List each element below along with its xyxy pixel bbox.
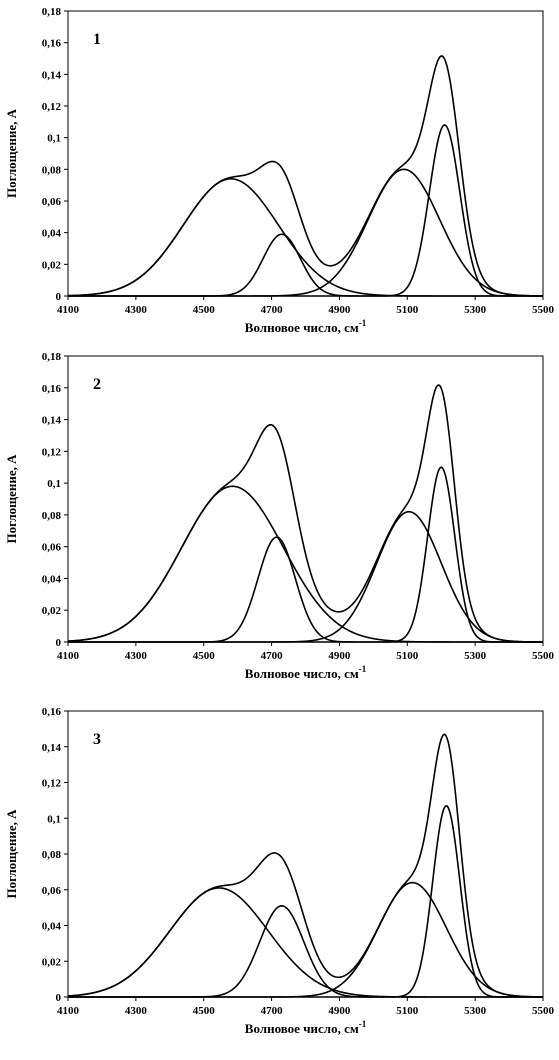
x-tick-label: 5100 xyxy=(396,650,419,662)
component-band-4 xyxy=(68,805,543,998)
y-tick-label: 0,18 xyxy=(42,6,62,18)
x-tick-label: 5300 xyxy=(464,304,487,316)
x-tick-label: 4700 xyxy=(261,650,284,662)
y-tick-label: 0,1 xyxy=(47,813,61,825)
x-tick-label: 4500 xyxy=(193,650,216,662)
y-tick-label: 0,02 xyxy=(42,956,62,968)
x-axis-title-superscript: -1 xyxy=(359,318,367,328)
y-axis-title: Поглощение, A xyxy=(4,809,19,899)
y-tick-label: 0,16 xyxy=(42,38,62,50)
component-band-4 xyxy=(68,466,543,643)
total-spectrum-line xyxy=(67,733,544,998)
x-tick-label: 4100 xyxy=(57,650,80,662)
y-axis-title: Поглощение, A xyxy=(4,108,19,198)
y-tick-label: 0,08 xyxy=(42,164,62,176)
y-tick-label: 0,12 xyxy=(42,778,62,790)
y-tick-label: 0 xyxy=(56,637,62,649)
x-tick-label: 5500 xyxy=(532,650,555,662)
total-spectrum-line xyxy=(67,55,544,297)
component-band-3 xyxy=(68,510,544,643)
x-tick-label: 4100 xyxy=(57,1005,80,1017)
y-tick-label: 0,08 xyxy=(42,849,62,861)
x-axis-title-superscript: -1 xyxy=(359,1019,367,1029)
x-axis-title-text: Волновое число, см xyxy=(245,666,359,681)
x-tick-label: 4100 xyxy=(57,304,80,316)
x-axis-title: Волновое число, см-1 xyxy=(245,1019,367,1036)
y-tick-label: 0,06 xyxy=(42,885,62,897)
y-tick-label: 0,04 xyxy=(42,573,62,585)
y-tick-label: 0,06 xyxy=(42,542,62,554)
x-axis-title: Волновое число, см-1 xyxy=(245,664,367,681)
x-axis-title: Волновое число, см-1 xyxy=(245,318,367,335)
x-tick-label: 4900 xyxy=(328,650,351,662)
y-tick-label: 0,14 xyxy=(42,415,62,427)
panel-number: 3 xyxy=(93,731,101,748)
y-tick-label: 0,08 xyxy=(42,510,62,522)
panel-2: 0 0,02 0,04 0,06 0,08 0,1 0,12 0,14 0,16 0,18 4100… xyxy=(4,351,555,681)
panel-3: 0 0,02 0,04 0,06 0,08 0,1 0,12 0,14 0,16 4100 4300… xyxy=(4,706,555,1036)
plot-frame xyxy=(67,710,544,998)
component-band-1 xyxy=(67,485,543,643)
x-tick-label: 5100 xyxy=(396,304,419,316)
y-tick-label: 0,16 xyxy=(42,383,62,395)
panel-number: 1 xyxy=(93,31,101,48)
x-tick-label: 4300 xyxy=(125,1005,148,1017)
total-spectrum-line xyxy=(67,384,544,643)
y-tick-label: 0,14 xyxy=(42,69,62,81)
y-tick-label: 0,1 xyxy=(47,478,61,490)
x-tick-label: 5300 xyxy=(464,1005,487,1017)
y-tick-label: 0,02 xyxy=(42,259,62,271)
x-axis-title-text: Волновое число, см xyxy=(245,1021,359,1036)
x-tick-label: 4500 xyxy=(193,1005,216,1017)
panel-1: 0 0,02 0,04 0,06 0,08 0,1 0,12 0,14 0,16 0,18 4100… xyxy=(4,6,555,335)
plot-frame xyxy=(67,355,544,643)
plot-frame xyxy=(67,10,544,297)
y-tick-label: 0,14 xyxy=(42,742,62,754)
y-tick-label: 0,16 xyxy=(42,706,62,718)
x-tick-label: 4900 xyxy=(328,304,351,316)
y-tick-label: 0,12 xyxy=(42,101,62,113)
component-band-4 xyxy=(68,124,543,297)
x-tick-label: 5500 xyxy=(532,1005,555,1017)
x-axis-title-text: Волновое число, см xyxy=(245,320,359,335)
x-tick-label: 4500 xyxy=(193,304,216,316)
y-tick-label: 0,12 xyxy=(42,446,62,458)
y-tick-label: 0,18 xyxy=(42,351,62,363)
x-tick-label: 4700 xyxy=(261,1005,284,1017)
x-axis-title-superscript: -1 xyxy=(359,664,367,674)
y-axis-title: Поглощение, A xyxy=(4,454,19,544)
y-tick-label: 0,04 xyxy=(42,921,62,933)
x-tick-label: 4700 xyxy=(261,304,284,316)
x-tick-label: 5100 xyxy=(396,1005,419,1017)
x-tick-label: 4900 xyxy=(328,1005,351,1017)
x-tick-label: 5300 xyxy=(464,650,487,662)
y-tick-label: 0 xyxy=(56,291,62,303)
x-tick-label: 5500 xyxy=(532,304,555,316)
y-tick-label: 0,06 xyxy=(42,196,62,208)
y-tick-label: 0,02 xyxy=(42,605,62,617)
y-tick-label: 0 xyxy=(56,992,62,1004)
y-tick-label: 0,1 xyxy=(47,133,61,145)
x-tick-label: 4300 xyxy=(125,650,148,662)
x-tick-label: 4300 xyxy=(125,304,148,316)
panel-number: 2 xyxy=(93,376,101,393)
y-tick-label: 0,04 xyxy=(42,228,62,240)
